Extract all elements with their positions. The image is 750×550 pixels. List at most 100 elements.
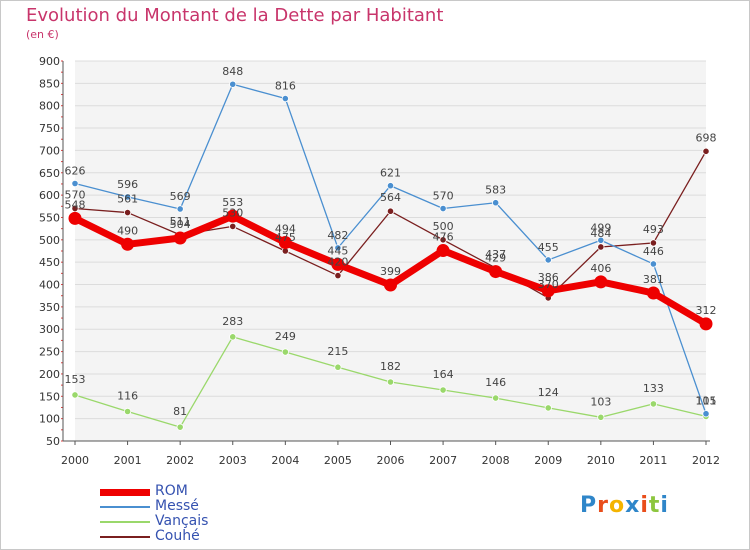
data-point	[436, 244, 450, 258]
data-point	[281, 94, 289, 103]
x-tick-label: 2006	[377, 454, 405, 467]
data-label: 626	[65, 164, 86, 177]
legend-label: Vançais	[155, 513, 209, 529]
data-label: 105	[696, 394, 717, 407]
data-point	[544, 256, 552, 264]
data-label: 164	[433, 368, 454, 381]
y-tick-label: 250	[39, 346, 60, 359]
data-label: 437	[485, 248, 506, 261]
data-point	[229, 333, 237, 341]
data-point	[439, 204, 447, 213]
data-label: 493	[643, 223, 664, 236]
data-point	[229, 80, 237, 88]
data-label: 420	[327, 256, 348, 269]
y-tick-label: 500	[39, 234, 60, 247]
data-label: 111	[696, 395, 717, 408]
data-label: 500	[433, 220, 454, 233]
data-point	[649, 260, 658, 268]
y-tick-label: 100	[39, 413, 60, 426]
data-point	[176, 205, 184, 213]
data-point	[123, 407, 132, 416]
legend-swatch	[100, 521, 150, 523]
data-label: 499	[590, 221, 611, 234]
data-point	[489, 265, 503, 279]
data-label: 475	[275, 231, 296, 244]
y-tick-label: 450	[39, 256, 60, 269]
logo-letter: i	[640, 493, 649, 518]
y-tick-label: 300	[39, 323, 60, 336]
chart-subtitle: (en €)	[26, 28, 59, 41]
data-label: 816	[275, 80, 296, 93]
data-label: 146	[485, 376, 506, 389]
data-label: 381	[643, 273, 664, 286]
data-label: 570	[65, 189, 86, 202]
logo-letter: t	[648, 493, 661, 518]
data-point	[492, 199, 500, 207]
logo-letter: i	[660, 493, 669, 518]
data-label: 621	[380, 167, 401, 180]
y-tick-label: 800	[39, 100, 60, 113]
data-point	[702, 147, 710, 155]
x-tick-label: 2012	[692, 454, 720, 467]
data-label: 561	[117, 193, 138, 206]
data-point	[176, 423, 184, 431]
y-tick-label: 550	[39, 211, 60, 224]
legend-swatch	[100, 536, 150, 538]
data-label: 553	[222, 196, 243, 209]
data-point	[71, 391, 79, 399]
data-point	[123, 193, 132, 201]
x-tick-label: 2002	[166, 454, 194, 467]
data-point	[281, 348, 289, 356]
y-tick-label: 200	[39, 368, 60, 381]
data-label: 548	[65, 198, 86, 211]
y-tick-label: 150	[39, 390, 60, 403]
data-label: 312	[696, 304, 717, 317]
data-point	[121, 237, 135, 251]
data-label: 504	[170, 218, 191, 231]
x-tick-label: 2007	[429, 454, 457, 467]
data-label: 484	[590, 227, 611, 240]
y-tick-label: 50	[46, 435, 60, 448]
data-point	[334, 363, 342, 371]
data-label: 848	[222, 65, 243, 78]
data-label: 133	[643, 382, 664, 395]
legend-label: Messé	[155, 498, 199, 514]
data-label: 570	[433, 190, 454, 203]
proxiti-logo: Proxiti	[580, 493, 669, 518]
logo-letter: P	[580, 493, 598, 518]
data-point	[386, 207, 395, 215]
data-label: 564	[380, 191, 401, 204]
data-point	[331, 257, 345, 271]
x-tick-label: 2009	[534, 454, 562, 467]
data-label: 103	[590, 395, 611, 408]
data-point	[386, 182, 395, 190]
data-label: 583	[485, 184, 506, 197]
logo-letter: r	[597, 493, 609, 518]
data-label: 446	[643, 245, 664, 258]
data-label: 249	[275, 330, 296, 343]
data-point	[386, 378, 395, 386]
data-point	[541, 284, 555, 298]
logo-letter: x	[625, 493, 641, 518]
data-label: 511	[170, 215, 191, 228]
data-label: 370	[538, 278, 559, 291]
data-label: 283	[222, 315, 243, 328]
data-point	[123, 208, 132, 217]
data-label: 494	[275, 223, 296, 236]
y-tick-label: 750	[39, 122, 60, 135]
y-tick-label: 850	[39, 77, 60, 90]
x-tick-label: 2005	[324, 454, 352, 467]
data-point	[439, 386, 447, 394]
legend-swatch	[100, 489, 150, 496]
data-point	[702, 410, 710, 418]
data-point	[173, 231, 187, 245]
data-label: 81	[173, 405, 187, 418]
data-point	[439, 236, 447, 244]
data-label: 399	[380, 265, 401, 278]
data-point	[597, 243, 605, 251]
plot-area	[75, 61, 706, 441]
legend-label: ROM	[155, 483, 188, 499]
x-tick-label: 2000	[61, 454, 89, 467]
data-label: 530	[222, 206, 243, 219]
